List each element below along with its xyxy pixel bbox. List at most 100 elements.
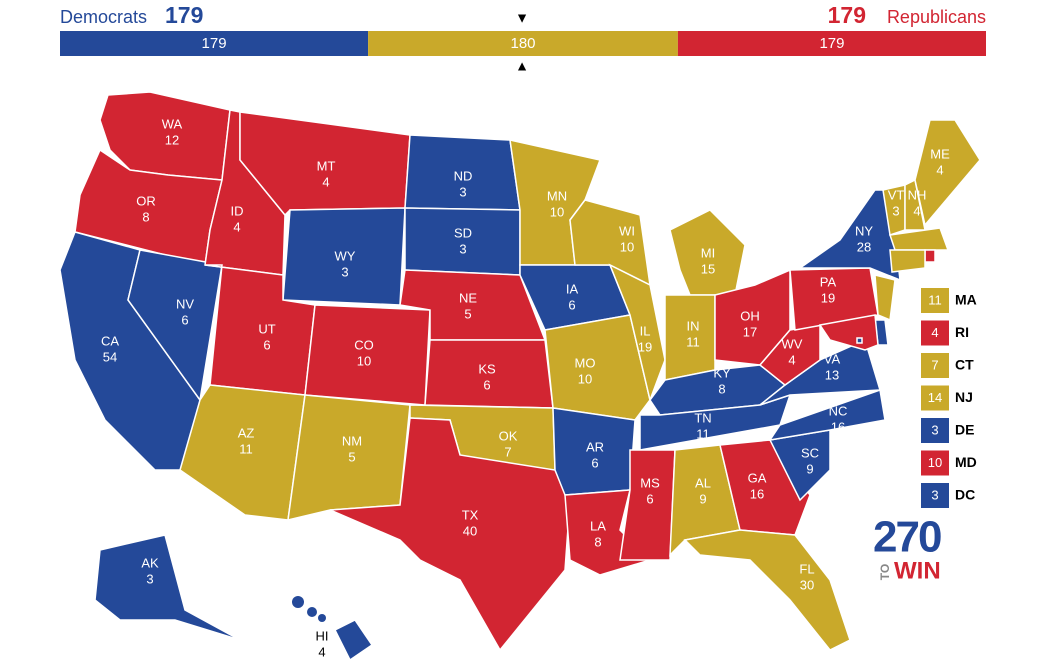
rep-label: Republicans [887, 7, 986, 27]
state-votes: 13 [825, 367, 839, 382]
state-abbr: OK [499, 428, 518, 443]
state-votes: 4 [322, 174, 329, 189]
state-abbr: IA [566, 281, 579, 296]
state-votes: 7 [504, 444, 511, 459]
state-abbr: VA [824, 351, 841, 366]
legend-abbr: MA [955, 292, 977, 308]
state-abbr: NE [459, 290, 477, 305]
state-votes: 10 [620, 239, 634, 254]
state-votes: 12 [165, 132, 179, 147]
state-shape [889, 227, 950, 251]
state-abbr: TN [694, 410, 711, 425]
state-votes: 9 [699, 491, 706, 506]
legend-votes: 3 [931, 422, 938, 437]
state-abbr: AL [695, 475, 711, 490]
state-abbr: AK [141, 555, 159, 570]
state-votes: 4 [913, 203, 920, 218]
state-votes: 8 [718, 381, 725, 396]
legend-abbr: DE [955, 422, 974, 438]
state-abbr: MS [640, 475, 660, 490]
state-abbr: WA [162, 116, 183, 131]
state-abbr: MN [547, 188, 567, 203]
state-abbr: IN [687, 318, 700, 333]
state-abbr: WV [782, 336, 803, 351]
state-abbr: VT [888, 187, 905, 202]
state-abbr: NH [908, 187, 927, 202]
state-abbr: NC [829, 403, 848, 418]
state-abbr: SC [801, 445, 819, 460]
state-shape [924, 249, 936, 263]
state-shape [768, 388, 886, 442]
state-votes: 4 [788, 352, 795, 367]
state-abbr: PA [820, 274, 837, 289]
state-abbr: OH [740, 308, 760, 323]
state-votes: 10 [357, 353, 371, 368]
state-abbr: MT [317, 158, 336, 173]
state-abbr: KY [713, 365, 731, 380]
state-shape [608, 263, 666, 403]
state-abbr: GA [748, 470, 767, 485]
state-votes: 6 [263, 337, 270, 352]
state-votes: 8 [142, 209, 149, 224]
island [318, 614, 326, 622]
state-abbr: LA [590, 518, 606, 533]
legend-box [921, 450, 949, 476]
legend-box [921, 483, 949, 508]
state-abbr: OR [136, 193, 156, 208]
state-votes: 8 [594, 534, 601, 549]
legend-votes: 7 [931, 357, 938, 372]
legend-votes: 11 [928, 292, 942, 307]
state-votes: 6 [568, 297, 575, 312]
state-abbr: CA [101, 333, 119, 348]
state-votes: 4 [936, 162, 943, 177]
state-votes: 17 [743, 324, 757, 339]
state-votes: 11 [696, 426, 710, 441]
bar-segment-label: 179 [202, 35, 227, 52]
state-shape [818, 314, 879, 351]
state-votes: 16 [750, 486, 764, 501]
state-shape [333, 619, 374, 662]
state-votes: 19 [638, 339, 652, 354]
logo: 270 TO WIN [873, 513, 943, 585]
island [292, 596, 304, 608]
state-shape [619, 449, 676, 561]
dem-label: Democrats [60, 7, 147, 27]
state-shape [914, 119, 981, 227]
state-votes: 11 [686, 334, 700, 349]
state-votes: 10 [578, 371, 592, 386]
state-abbr: NY [855, 223, 873, 238]
bar-segment-label: 179 [819, 35, 844, 52]
state-votes: 9 [806, 461, 813, 476]
state-votes: 3 [341, 264, 348, 279]
legend-abbr: RI [955, 324, 969, 340]
state-votes: 4 [318, 644, 325, 659]
state-votes: 6 [181, 312, 188, 327]
legend-box [921, 353, 949, 378]
legend-abbr: DC [955, 487, 975, 503]
logo-to: TO [878, 564, 892, 580]
state-abbr: SD [454, 225, 472, 240]
state-votes: 16 [831, 419, 845, 434]
state-abbr: IL [640, 323, 651, 338]
legend-votes: 4 [931, 325, 938, 340]
state-abbr: ID [231, 203, 244, 218]
state-votes: 10 [550, 204, 564, 219]
state-abbr: CO [354, 337, 374, 352]
bar-segment [677, 31, 986, 56]
state-votes: 15 [701, 261, 715, 276]
state-votes: 3 [146, 571, 153, 586]
legend-abbr: CT [955, 357, 974, 373]
state-votes: 54 [103, 349, 117, 364]
state-votes: 5 [464, 306, 471, 321]
midpoint-arrow-down: ▼ [515, 10, 529, 26]
state-votes: 5 [348, 449, 355, 464]
state-abbr: HI [316, 628, 329, 643]
logo-win: WIN [894, 557, 941, 584]
state-abbr: MO [575, 355, 596, 370]
state-votes: 6 [646, 491, 653, 506]
legend-votes: 14 [928, 390, 942, 405]
us-map: WA12OR8CA54NV6ID4MT4WY3UT6AZ11CO10NM5ND3… [59, 91, 981, 662]
small-states-legend: 11 MA 4 RI 7 CT 14 NJ 3 DE 10 MD 3 DC [921, 288, 977, 508]
legend-box [921, 320, 949, 346]
